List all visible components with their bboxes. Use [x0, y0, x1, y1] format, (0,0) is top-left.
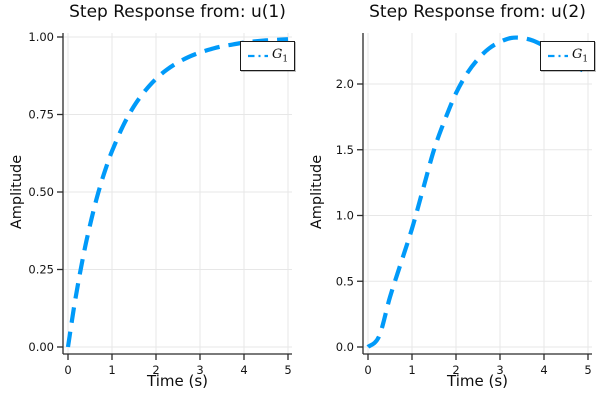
x-tick-label: 0: [64, 363, 71, 377]
x-tick-label: 1: [408, 363, 415, 377]
y-tick-label: 0.5: [336, 274, 354, 288]
x-tick-label: 2: [452, 363, 459, 377]
y-axis-label: Amplitude: [9, 154, 25, 230]
y-tick-label: 2.0: [336, 77, 354, 91]
plot-u1: 0 1 2 3 4 5 0.00 0.25 0.50 0.75 1.00 Step Response…: [9, 2, 295, 390]
x-tick-label: 4: [240, 363, 247, 377]
y-tick-label: 0.75: [28, 108, 54, 122]
legend-dashed-line-sample: [247, 54, 268, 58]
legend-box: G1: [240, 41, 295, 71]
x-tick-label: 4: [540, 363, 547, 377]
x-axis-label: Time (s): [147, 372, 208, 390]
x-tick-label: 5: [584, 363, 591, 377]
y-tick-label: 0.25: [28, 263, 54, 277]
legend-entry-label: G1: [271, 46, 289, 65]
plot-title-u1: Step Response from: u(1): [69, 2, 286, 22]
x-tick-label: 5: [284, 363, 291, 377]
legend-box: G1: [540, 41, 595, 71]
y-tick-label: 0.50: [28, 185, 54, 199]
x-tick-label: 1: [108, 363, 115, 377]
legend-entry-label: G1: [571, 46, 589, 65]
step-response-curve: [65, 37, 289, 348]
y-tick-label: 1.5: [336, 143, 354, 157]
x-tick-label: 3: [496, 363, 503, 377]
legend-dashed-line-sample: [547, 54, 568, 58]
y-tick-label: 1.00: [28, 30, 54, 44]
y-tick-label: 0.0: [336, 340, 354, 354]
x-tick-label: 0: [364, 363, 371, 377]
plot-u2: 0 1 2 3 4 5 0.0 0.5 1.0 1.5 2.0 Step Response from…: [300, 0, 600, 400]
x-tick-label: 3: [196, 363, 203, 377]
y-tick-label: 1.0: [336, 209, 354, 223]
x-axis-label: Time (s): [447, 372, 508, 390]
x-tick-label: 2: [152, 363, 159, 377]
plot-title-u2: Step Response from: u(2): [369, 2, 586, 22]
chart-area-u1: 0 1 2 3 4 5 0.00 0.25 0.50 0.75 1.00: [28, 30, 292, 377]
y-axis-label: Amplitude: [309, 154, 325, 230]
y-tick-label: 0.00: [28, 340, 54, 354]
